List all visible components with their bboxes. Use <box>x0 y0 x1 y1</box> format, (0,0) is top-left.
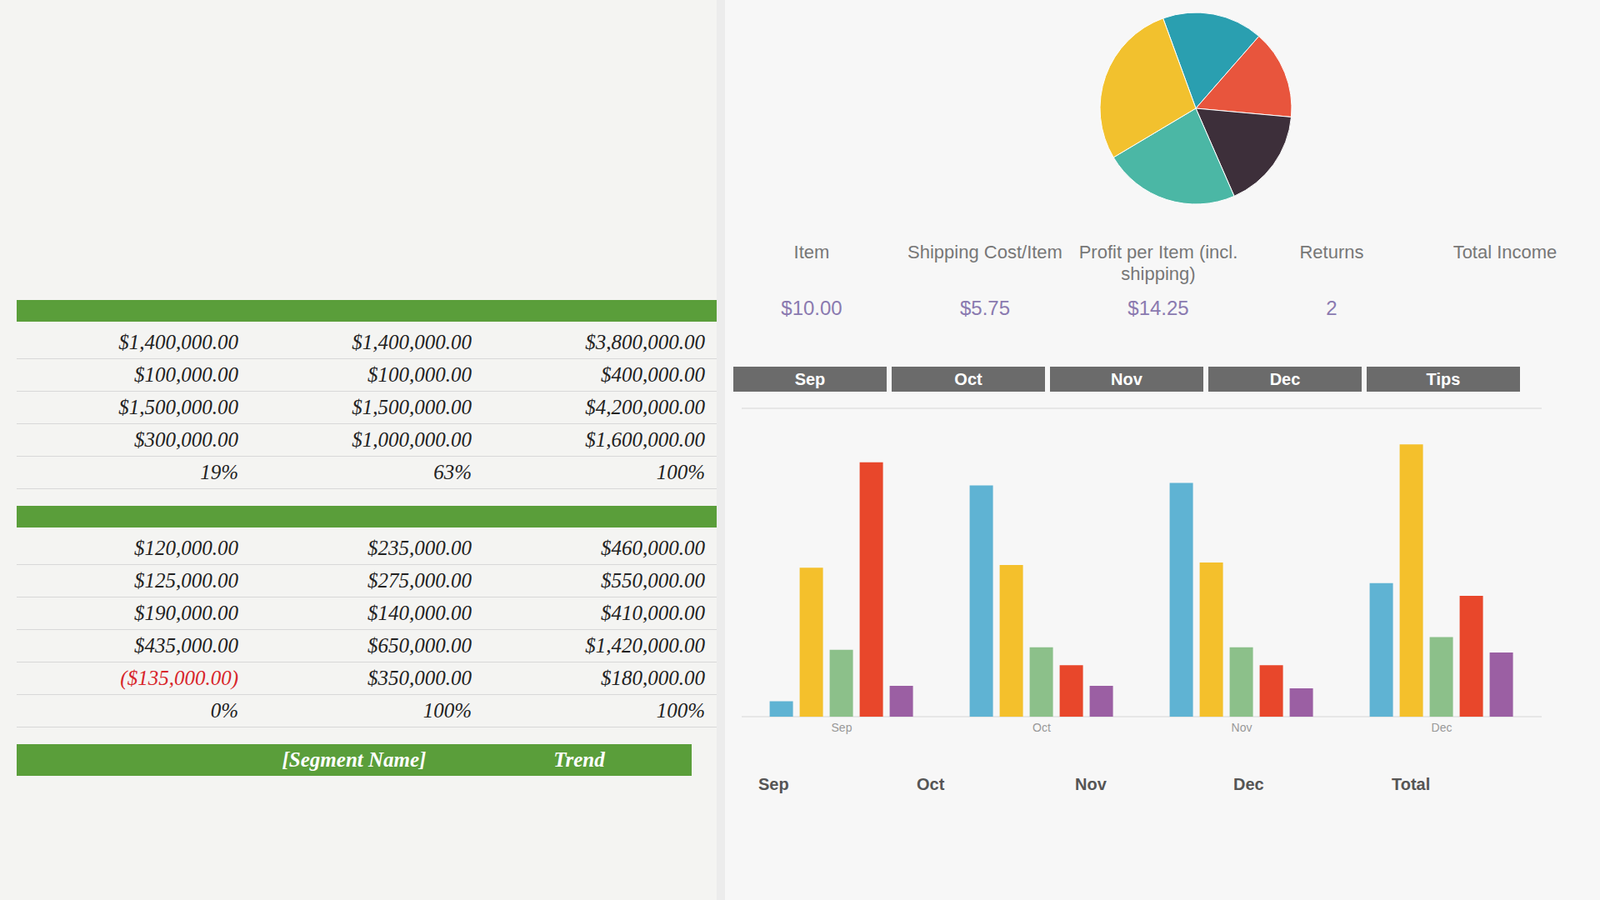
html-text:$4,200,000.00: $4,200,000.00 <box>585 395 705 419</box>
html-text:$100,000.00: $100,000.00 <box>134 363 239 386</box>
html-text:$120,000.00: $120,000.00 <box>134 536 239 560</box>
html-text:$460,000.00: $460,000.00 <box>600 536 705 560</box>
html-text:$235,000.00: $235,000.00 <box>367 536 472 560</box>
html-text:$1,400,000.00: $1,400,000.00 <box>118 330 239 354</box>
html-text:Sep: Sep <box>794 370 826 389</box>
html-text:$1,420,000.00: $1,420,000.00 <box>585 634 705 657</box>
html-text:Profit per Item (incl. shippin: Profit per Item (incl. shipping) <box>1078 241 1238 285</box>
html-text:100%: 100% <box>423 699 472 722</box>
html-text:Sep: Sep <box>758 775 789 794</box>
html-text:$350,000.00: $350,000.00 <box>367 666 472 690</box>
html-text:$14.25: $14.25 <box>1127 296 1189 320</box>
html-text:$1,500,000.00: $1,500,000.00 <box>118 395 239 419</box>
html-text:100%: 100% <box>656 699 705 722</box>
html-text:2: 2 <box>1326 296 1338 320</box>
html-text:Total: Total <box>1391 775 1431 794</box>
html-text:$190,000.00: $190,000.00 <box>134 601 239 625</box>
html-text:Oct: Oct <box>954 370 983 389</box>
html-text:$125,000.00: $125,000.00 <box>134 569 239 592</box>
html-text:Dec: Dec <box>1233 775 1264 794</box>
html-text:$1,000,000.00: $1,000,000.00 <box>351 428 472 451</box>
html-text:Nov: Nov <box>1075 775 1107 794</box>
html-text:100%: 100% <box>656 460 705 484</box>
svg-text:Sep: Sep <box>831 720 853 735</box>
html-text:$435,000.00: $435,000.00 <box>134 634 239 657</box>
html-text:$400,000.00: $400,000.00 <box>600 363 705 386</box>
html-text:Nov: Nov <box>1110 370 1143 389</box>
html-text:$5.75: $5.75 <box>960 296 1010 320</box>
html-text:$10.00: $10.00 <box>781 296 843 320</box>
html-text:$100,000.00: $100,000.00 <box>367 363 472 386</box>
html-text:$180,000.00: $180,000.00 <box>600 666 705 690</box>
html-text:$650,000.00: $650,000.00 <box>367 634 472 657</box>
html-text:[Segment Name]: [Segment Name] <box>282 748 427 771</box>
html-text:Shipping Cost/Item: Shipping Cost/Item <box>907 241 1063 263</box>
html-text:$1,400,000.00: $1,400,000.00 <box>351 330 472 354</box>
html-text:($135,000.00): ($135,000.00) <box>120 666 239 690</box>
html-text:$3,800,000.00: $3,800,000.00 <box>585 330 705 354</box>
html-text:Tips: Tips <box>1426 370 1461 389</box>
html-text:Oct: Oct <box>916 775 945 794</box>
html-text:0%: 0% <box>210 699 239 722</box>
html-text:$1,500,000.00: $1,500,000.00 <box>351 395 472 419</box>
html-text:$1,600,000.00: $1,600,000.00 <box>585 428 705 451</box>
html-text:$275,000.00: $275,000.00 <box>367 569 472 592</box>
html-text:63%: 63% <box>433 460 472 484</box>
html-text:Dec: Dec <box>1269 370 1301 389</box>
html-text:19%: 19% <box>200 460 239 484</box>
html-text:$410,000.00: $410,000.00 <box>600 601 705 625</box>
html-text:$550,000.00: $550,000.00 <box>600 569 705 592</box>
svg-text:Oct: Oct <box>1032 720 1051 735</box>
html-text:Item: Item <box>793 241 830 263</box>
html-text:Returns: Returns <box>1299 241 1364 263</box>
html-text:$300,000.00: $300,000.00 <box>134 428 239 451</box>
svg-text:Dec: Dec <box>1431 720 1453 735</box>
svg-text:Nov: Nov <box>1231 720 1253 735</box>
html-text:$140,000.00: $140,000.00 <box>367 601 472 625</box>
html-text:Trend: Trend <box>553 748 605 771</box>
html-text:Total Income: Total Income <box>1453 241 1557 263</box>
